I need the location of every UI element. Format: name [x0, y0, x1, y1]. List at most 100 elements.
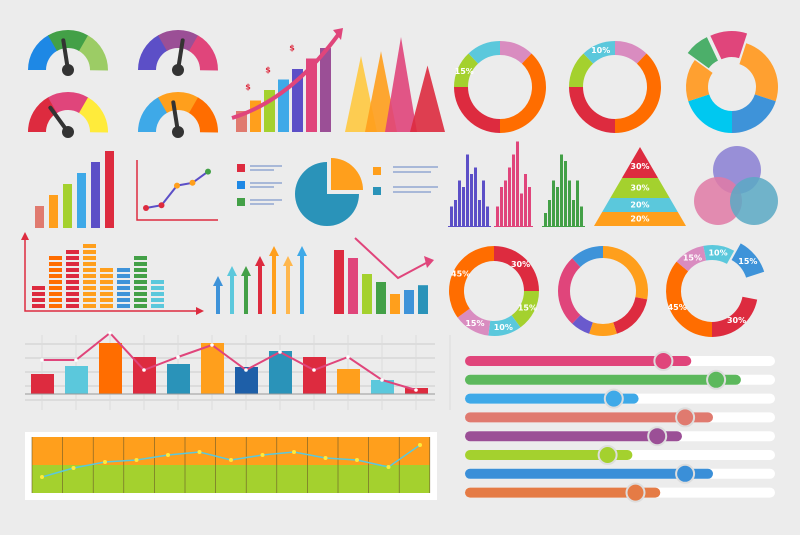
- equalizer-block: [151, 304, 164, 308]
- equalizer-block: [134, 256, 147, 260]
- donut-segment: [703, 245, 735, 264]
- bar: [334, 250, 344, 314]
- gauge-segment: [189, 35, 218, 71]
- bar: [450, 206, 453, 226]
- triangles: [345, 37, 445, 132]
- slider-knob[interactable]: [647, 426, 668, 447]
- arrow-bar: [258, 264, 262, 314]
- data-point: [386, 465, 391, 469]
- bar: [306, 58, 317, 132]
- gauge-segment: [48, 92, 89, 114]
- gauge-segment: [158, 30, 199, 52]
- slider[interactable]: [465, 369, 775, 390]
- bar: [250, 100, 261, 132]
- slider-knob[interactable]: [597, 445, 618, 465]
- slider[interactable]: [465, 407, 775, 428]
- slider[interactable]: [465, 388, 775, 409]
- bar: [504, 180, 507, 226]
- pyramid-label: 30%: [630, 184, 649, 193]
- axis: [24, 236, 200, 312]
- slider-knob[interactable]: [653, 351, 674, 371]
- bar: [31, 374, 54, 394]
- triangle: [385, 37, 417, 132]
- bar: [580, 206, 583, 226]
- equalizer-block: [100, 280, 113, 284]
- gauge-4: [138, 92, 218, 138]
- equalizer-block: [32, 286, 45, 290]
- slider-knob[interactable]: [603, 388, 624, 409]
- data-point: [108, 331, 112, 335]
- bar: [564, 161, 567, 226]
- legend-swatch: [373, 167, 381, 175]
- legend-line: [250, 199, 282, 201]
- slider[interactable]: [465, 426, 775, 447]
- data-point: [103, 460, 107, 464]
- legend-line: [393, 166, 438, 168]
- gauge-segment: [158, 92, 199, 114]
- equalizer-block: [83, 292, 96, 296]
- pyramid: 30% 30% 20% 20%: [594, 147, 686, 226]
- gauge-segment: [138, 97, 168, 132]
- donut-segment: [449, 246, 494, 318]
- donut-segment: [454, 87, 500, 133]
- data-point: [74, 358, 78, 362]
- equalizer-block: [83, 250, 96, 254]
- arrow-bars: [213, 246, 307, 314]
- slider[interactable]: [465, 351, 775, 371]
- pyramid-label: 30%: [630, 162, 649, 171]
- pie-slice: [331, 158, 363, 190]
- data-point: [142, 368, 146, 372]
- equalizer-block: [49, 286, 62, 290]
- equalizer-block: [151, 298, 164, 302]
- slider-knob[interactable]: [675, 463, 696, 484]
- data-point: [197, 450, 202, 454]
- bar: [65, 366, 88, 394]
- dollar-sign-icon: $: [289, 44, 295, 53]
- small-line: [136, 160, 218, 221]
- small-bars: [35, 151, 114, 228]
- data-point: [205, 168, 211, 175]
- arrow-head-icon: [424, 256, 434, 268]
- bar: [528, 187, 531, 226]
- donut-segment: [615, 41, 647, 64]
- data-point: [355, 458, 359, 462]
- slider-knob[interactable]: [625, 482, 646, 503]
- data-point: [166, 453, 170, 457]
- pyramid-label: 20%: [630, 201, 649, 210]
- slider-knob[interactable]: [675, 407, 696, 428]
- equalizer-block: [32, 292, 45, 296]
- equalizer-block: [83, 268, 96, 272]
- segment-label: 30%: [511, 260, 530, 269]
- data-point: [414, 388, 418, 392]
- equalizer-block: [134, 280, 147, 284]
- arrow-head-icon: [269, 246, 279, 256]
- equalizer: [21, 232, 204, 315]
- gauge-3: [28, 92, 108, 138]
- arrow-bar: [244, 274, 248, 314]
- dollar-sign-icon: $: [245, 83, 251, 92]
- histogram-1: [448, 154, 491, 227]
- equalizer-block: [49, 256, 62, 260]
- slider-knob[interactable]: [706, 369, 727, 390]
- donut-bottom-1: 30% 15% 10% 15% 45%: [449, 246, 539, 336]
- equalizer-block: [49, 262, 62, 266]
- equalizer-block: [83, 274, 96, 278]
- donut-segment: [569, 53, 594, 87]
- equalizer-block: [66, 286, 79, 290]
- equalizer-block: [66, 304, 79, 308]
- bar: [49, 195, 58, 228]
- bar: [520, 193, 523, 226]
- bar: [466, 154, 469, 226]
- pyramid-level: [602, 198, 678, 212]
- slider[interactable]: [465, 445, 775, 465]
- gauge-segment: [79, 35, 108, 71]
- donut-segment: [613, 297, 648, 334]
- slider-fill: [465, 356, 692, 366]
- slider[interactable]: [465, 482, 775, 503]
- bar: [478, 200, 481, 226]
- donut-segment: [488, 315, 521, 336]
- donut-segment: [494, 246, 539, 291]
- slider[interactable]: [465, 463, 775, 484]
- bar: [512, 154, 515, 226]
- arrow-bar: [286, 264, 290, 314]
